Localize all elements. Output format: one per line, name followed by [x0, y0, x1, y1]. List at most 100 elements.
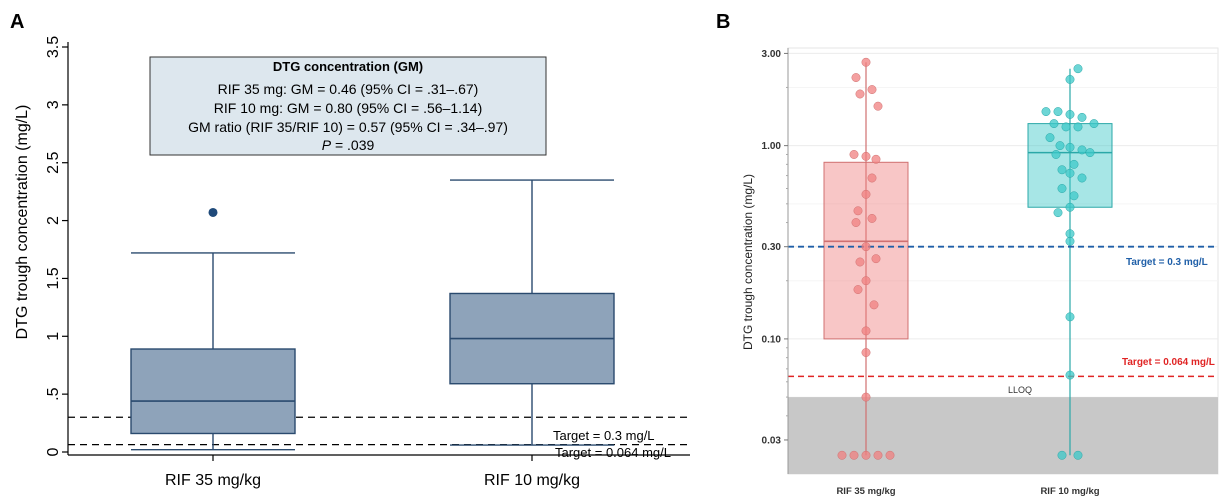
panel-a-letter: A [10, 11, 24, 33]
p-symbol: P [322, 137, 332, 153]
panel-a-target-0.064-label: Target = 0.064 mg/L [555, 445, 671, 460]
annotation-line-2: RIF 10 mg: GM = 0.80 (95% CI = .56–1.14) [214, 100, 482, 116]
data-point [1065, 75, 1075, 84]
panel-b-lloq-label: LLOQ [1008, 385, 1032, 395]
data-point [871, 254, 881, 264]
data-point [885, 450, 895, 460]
y-tick-label: 1 [45, 332, 62, 341]
x-tick-label: RIF 35 mg/kg [836, 486, 895, 497]
outlier-point [208, 207, 218, 217]
data-point [1057, 184, 1067, 193]
data-point [1065, 202, 1075, 212]
data-point [853, 206, 863, 216]
panel-b-points [837, 57, 1099, 460]
data-point [1065, 109, 1075, 119]
data-point [1065, 168, 1075, 178]
y-tick-label: 0 [45, 447, 62, 456]
data-point [1085, 148, 1095, 158]
panel-b-letter: B [716, 11, 730, 33]
annotation-background [149, 56, 547, 156]
panel-a-y-axis: 0 .5 1 1.5 2 2.5 3 3.5 [45, 36, 69, 456]
data-point [1065, 370, 1075, 380]
data-point [855, 89, 865, 99]
y-tick-label: 3.00 [762, 49, 782, 60]
p-number: = .039 [331, 137, 374, 153]
data-point [1065, 236, 1075, 246]
data-point [1057, 165, 1067, 175]
y-tick-label: 0.03 [762, 435, 782, 446]
data-point [1089, 119, 1099, 129]
data-point [1065, 229, 1075, 239]
panel-a-annotation-box: DTG concentration (GM) RIF 35 mg: GM = 0… [149, 56, 547, 156]
panel-b-y-axis-label: DTG trough concentration (mg/L) [741, 174, 755, 350]
data-point [1073, 122, 1083, 132]
x-tick-label: RIF 35 mg/kg [165, 472, 261, 489]
data-point [1051, 150, 1061, 159]
annotation-line-1: RIF 35 mg: GM = 0.46 (95% CI = .31–.67) [218, 81, 479, 97]
data-point [837, 450, 847, 460]
data-point [1077, 112, 1087, 122]
data-point [1061, 122, 1071, 132]
data-point [851, 218, 861, 227]
data-point [1077, 145, 1087, 155]
data-point [861, 151, 871, 161]
y-tick-label: .5 [45, 387, 62, 400]
y-tick-label: 2.5 [45, 151, 62, 173]
data-point [861, 348, 871, 357]
lloq-shade [788, 397, 1218, 474]
y-tick-label: 1.5 [45, 267, 62, 289]
panel-b-target-0.3-label: Target = 0.3 mg/L [1126, 257, 1208, 268]
data-point [867, 213, 877, 223]
data-point [1045, 133, 1055, 143]
y-tick-label: 0.30 [762, 242, 782, 253]
data-point [861, 57, 871, 67]
data-point [849, 450, 859, 460]
panel-a-chart: A DTG trough concentration (mg/L) 0 .5 1 1.… [10, 11, 690, 489]
box-group [130, 207, 296, 451]
data-point [1065, 142, 1075, 152]
data-point [1041, 107, 1051, 117]
y-tick-label: 1.00 [762, 141, 782, 152]
data-point [1053, 107, 1063, 117]
annotation-p-value: P = .039 [322, 137, 375, 153]
panel-a-y-axis-label: DTG trough concentration (mg/L) [14, 105, 31, 340]
data-point [1057, 450, 1067, 460]
y-tick-label: 2 [45, 216, 62, 225]
data-point [1049, 119, 1059, 129]
data-point [1077, 173, 1087, 183]
data-point [849, 150, 859, 159]
data-point [873, 450, 883, 460]
annotation-line-3: GM ratio (RIF 35/RIF 10) = 0.57 (95% CI … [188, 119, 508, 135]
panel-b-chart: B DTG trough concentration (mg/L) 0.030.… [716, 11, 1219, 497]
data-point [861, 189, 871, 199]
iqr-box [130, 348, 296, 435]
data-point [1073, 64, 1083, 74]
data-point [1073, 450, 1083, 460]
data-point [1069, 159, 1079, 169]
data-point [867, 85, 877, 95]
data-point [869, 300, 879, 310]
panel-b-y-axis: 0.03 0.10 0.30 1.00 3.00 [762, 48, 789, 474]
panel-a-target-0.3-label: Target = 0.3 mg/L [553, 428, 655, 443]
data-point [1055, 141, 1065, 151]
data-point [1053, 208, 1063, 218]
data-point [867, 173, 877, 183]
data-point [861, 276, 871, 286]
data-point [861, 450, 871, 460]
panel-a-x-axis: RIF 35 mg/kg RIF 10 mg/kg [68, 454, 690, 489]
y-tick-label: 3.5 [45, 36, 62, 58]
y-tick-label: 3 [45, 100, 62, 109]
data-point [851, 73, 861, 83]
data-point [871, 154, 881, 164]
data-point [1065, 312, 1075, 322]
data-point [853, 285, 863, 295]
panel-b-target-lines [788, 245, 1218, 378]
panel-b-target-0.064-label: Target = 0.064 mg/L [1122, 357, 1215, 368]
data-point [861, 326, 871, 336]
panel-a-boxes [130, 179, 615, 451]
data-point [861, 242, 871, 252]
x-tick-label: RIF 10 mg/kg [484, 472, 580, 489]
panel-b-x-axis: RIF 35 mg/kg RIF 10 mg/kg [836, 486, 1099, 497]
box-group [449, 179, 615, 446]
y-tick-label: 0.10 [762, 334, 782, 345]
